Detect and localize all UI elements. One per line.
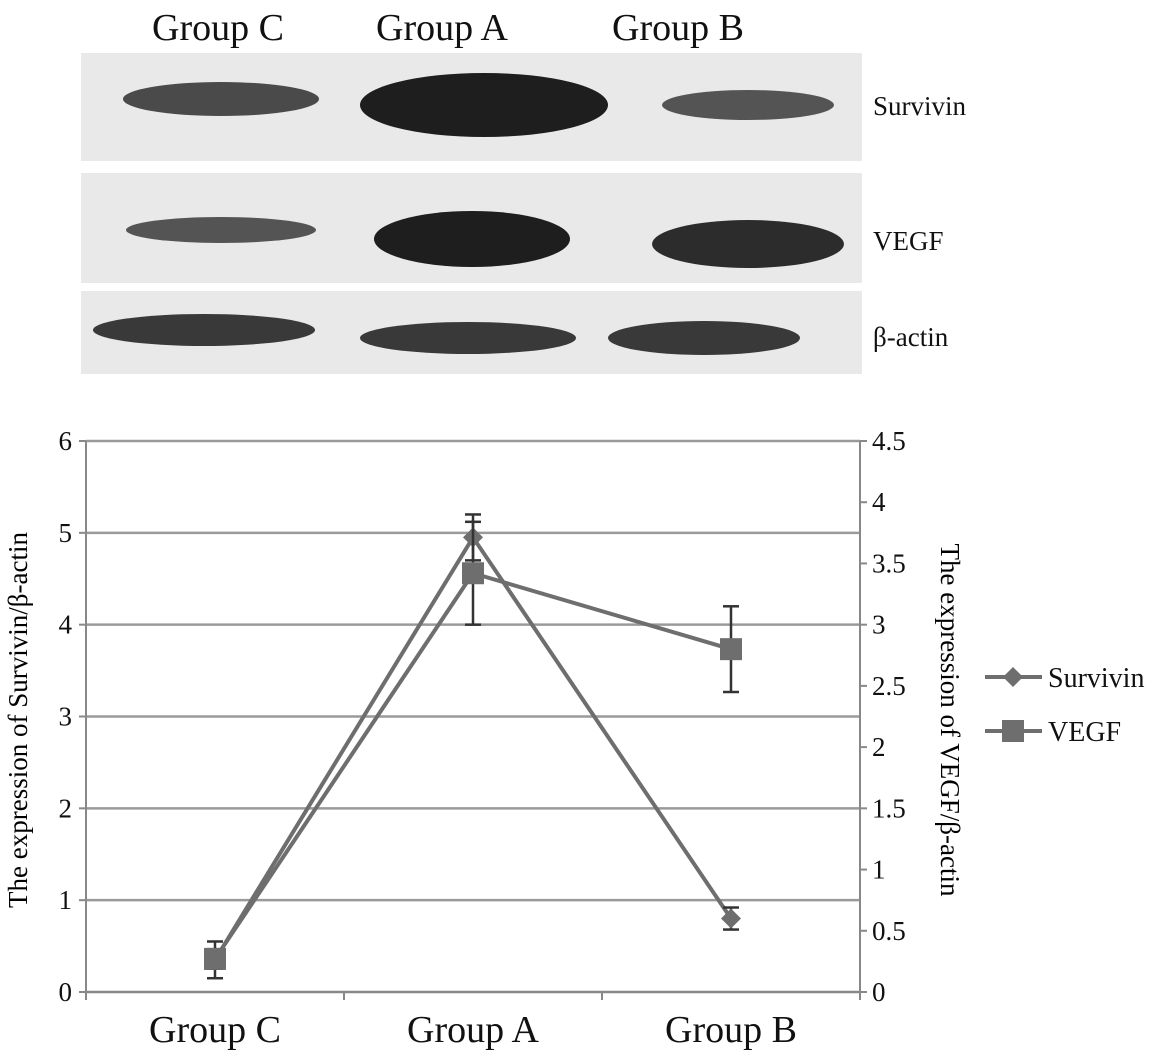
right-tick-label: 3.5	[872, 548, 906, 578]
left-tick-label: 0	[59, 977, 73, 1007]
y-axis-label-right: The expression of VEGF/β-actin	[935, 544, 965, 897]
left-tick-label: 2	[59, 793, 73, 823]
legend-label: Survivin	[1048, 663, 1144, 694]
legend-label: VEGF	[1048, 717, 1121, 748]
data-point-vegf	[462, 562, 484, 585]
right-tick-label: 1.5	[872, 793, 906, 823]
band-actin-b	[608, 321, 800, 355]
blot-strip-vegf	[81, 173, 862, 283]
left-tick-label: 4	[59, 610, 73, 640]
data-point-vegf	[204, 947, 226, 970]
right-tick-label: 1	[872, 855, 886, 885]
legend-marker	[1002, 720, 1024, 742]
right-axis-ticks: 0 0.5 1 1.5 2 2.5 3 3.5 4 4.5	[860, 426, 906, 1007]
band-actin-c	[93, 314, 315, 346]
left-tick-label: 6	[59, 426, 73, 456]
blot-bands-actin	[93, 314, 800, 355]
band-survivin-a	[360, 73, 608, 137]
blot-lane-label-c: Group C	[152, 7, 284, 49]
x-tick-label: Group C	[149, 1009, 281, 1051]
band-actin-a	[360, 322, 576, 354]
band-survivin-b	[662, 90, 834, 120]
data-point-survivin	[721, 908, 741, 929]
blot-strip-survivin	[81, 53, 862, 161]
blot-lane-label-a: Group A	[376, 7, 508, 49]
left-tick-label: 3	[59, 702, 73, 732]
data-point-vegf	[720, 638, 742, 661]
left-axis-ticks: 0 1 2 3 4 5 6	[59, 426, 86, 1007]
chart-grid	[86, 439, 860, 902]
blot-strip-actin	[81, 291, 862, 374]
right-tick-label: 2.5	[872, 671, 906, 701]
x-tick-label: Group B	[665, 1009, 797, 1051]
x-axis-ticks: Group C Group A Group B	[85, 992, 861, 1051]
blot-bands-survivin	[123, 73, 834, 137]
band-label-actin: β-actin	[873, 322, 949, 352]
x-tick-label: Group A	[407, 1009, 540, 1051]
band-label-survivin: Survivin	[873, 91, 967, 121]
left-tick-label: 1	[59, 885, 73, 915]
right-tick-label: 0	[872, 977, 886, 1007]
band-vegf-a	[374, 211, 570, 267]
band-vegf-b	[652, 220, 844, 268]
blot-lane-label-b: Group B	[612, 7, 744, 49]
chart-series	[204, 513, 742, 980]
band-label-vegf: VEGF	[873, 226, 944, 256]
right-tick-label: 4	[872, 487, 886, 517]
y-axis-label-left: The expression of Survivin/β-actin	[3, 532, 33, 908]
right-tick-label: 4.5	[872, 426, 906, 456]
chart-legend: Survivin VEGF	[985, 663, 1144, 748]
right-tick-label: 0.5	[872, 916, 906, 946]
left-tick-label: 5	[59, 518, 73, 548]
blot-bands-vegf	[126, 211, 844, 268]
legend-marker	[1003, 667, 1023, 687]
band-survivin-c	[123, 82, 319, 116]
right-tick-label: 3	[872, 610, 886, 640]
band-vegf-c	[126, 217, 316, 243]
right-tick-label: 2	[872, 732, 886, 762]
